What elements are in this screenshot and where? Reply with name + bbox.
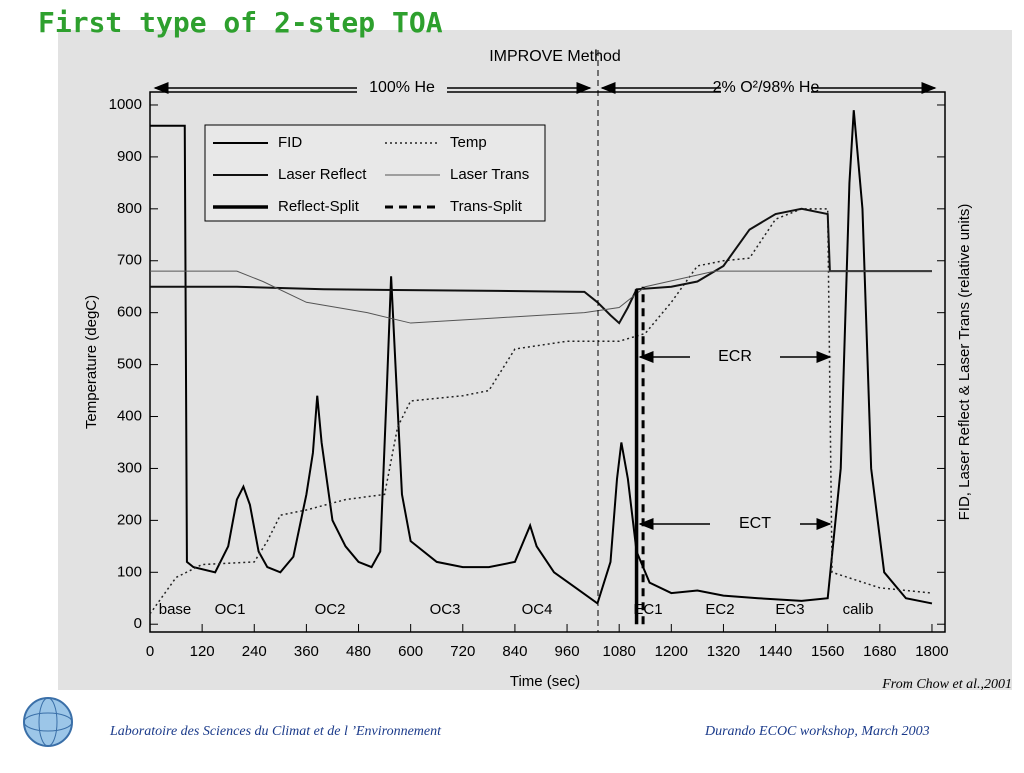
x-tick-label: 1440 xyxy=(759,643,792,660)
legend-label: FID xyxy=(278,134,302,151)
x-tick-label: 360 xyxy=(294,643,319,660)
y-tick-label: 300 xyxy=(117,459,142,476)
phase-label: EC3 xyxy=(775,601,804,618)
legend-label: Trans-Split xyxy=(450,198,523,215)
annotation-backing xyxy=(710,514,800,534)
y-tick-label: 400 xyxy=(117,407,142,424)
legend-box xyxy=(204,124,546,222)
annotation: 100% He xyxy=(369,79,435,96)
footer-right: Durando ECOC workshop, March 2003 xyxy=(704,724,930,739)
y-tick-label: 1000 xyxy=(109,96,142,113)
footer-left: Laboratoire des Sciences du Climat et de… xyxy=(109,724,442,739)
legend-label: Temp xyxy=(450,134,487,151)
phase-label: EC1 xyxy=(633,601,662,618)
x-tick-label: 0 xyxy=(146,643,154,660)
phase-label: OC2 xyxy=(315,601,346,618)
x-tick-label: 840 xyxy=(502,643,527,660)
x-axis-label: Time (sec) xyxy=(510,673,580,690)
annotation: 2% O²/98% He xyxy=(713,79,820,96)
x-tick-label: 960 xyxy=(555,643,580,660)
x-tick-label: 1080 xyxy=(602,643,635,660)
y-tick-label: 200 xyxy=(117,511,142,528)
x-tick-label: 1560 xyxy=(811,643,844,660)
y-tick-label: 900 xyxy=(117,148,142,165)
legend-label: Reflect-Split xyxy=(278,198,360,215)
slide-title: First type of 2-step TOA xyxy=(38,6,443,39)
chart: 0 100 200 300 400 500 600 700 800 900 1000 0 120 240 3… xyxy=(83,48,973,690)
x-tick-label: 600 xyxy=(398,643,423,660)
x-tick-label: 120 xyxy=(190,643,215,660)
y-tick-label: 600 xyxy=(117,304,142,321)
y-axis-label: Temperature (degC) xyxy=(83,295,100,429)
y2-axis-label: FID, Laser Reflect & Laser Trans (relati… xyxy=(956,204,973,521)
annotation: IMPROVE Method xyxy=(489,48,621,65)
annotation-backing xyxy=(721,78,811,98)
phase-label: OC1 xyxy=(215,601,246,618)
logo xyxy=(23,697,73,747)
x-tick-label: 240 xyxy=(242,643,267,660)
series-line xyxy=(150,270,932,324)
x-tick-label: 1800 xyxy=(915,643,948,660)
phase-label: OC3 xyxy=(430,601,461,618)
x-tick-label: 720 xyxy=(450,643,475,660)
phase-label: base xyxy=(159,601,192,618)
y-tick-label: 100 xyxy=(117,563,142,580)
phase-label: EC2 xyxy=(705,601,734,618)
y-tick-label: 800 xyxy=(117,200,142,217)
annotation: ECR xyxy=(718,348,752,365)
legend-label: Laser Reflect xyxy=(278,166,367,183)
y-tick-label: 700 xyxy=(117,252,142,269)
phase-label: calib xyxy=(843,601,874,618)
annotation-backing xyxy=(690,347,780,367)
source: From Chow et al.,2001 xyxy=(881,677,1012,692)
x-tick-label: 1200 xyxy=(655,643,688,660)
legend-label: Laser Trans xyxy=(450,166,529,183)
annotation: ECT xyxy=(739,515,771,532)
y-tick-label: 0 xyxy=(134,615,142,632)
y-tick-label: 500 xyxy=(117,356,142,373)
x-tick-label: 1680 xyxy=(863,643,896,660)
x-tick-label: 1320 xyxy=(707,643,740,660)
series-line xyxy=(149,208,933,615)
phase-label: OC4 xyxy=(522,601,553,618)
annotation-backing xyxy=(357,78,447,98)
x-tick-label: 480 xyxy=(346,643,371,660)
series-line xyxy=(150,110,933,606)
